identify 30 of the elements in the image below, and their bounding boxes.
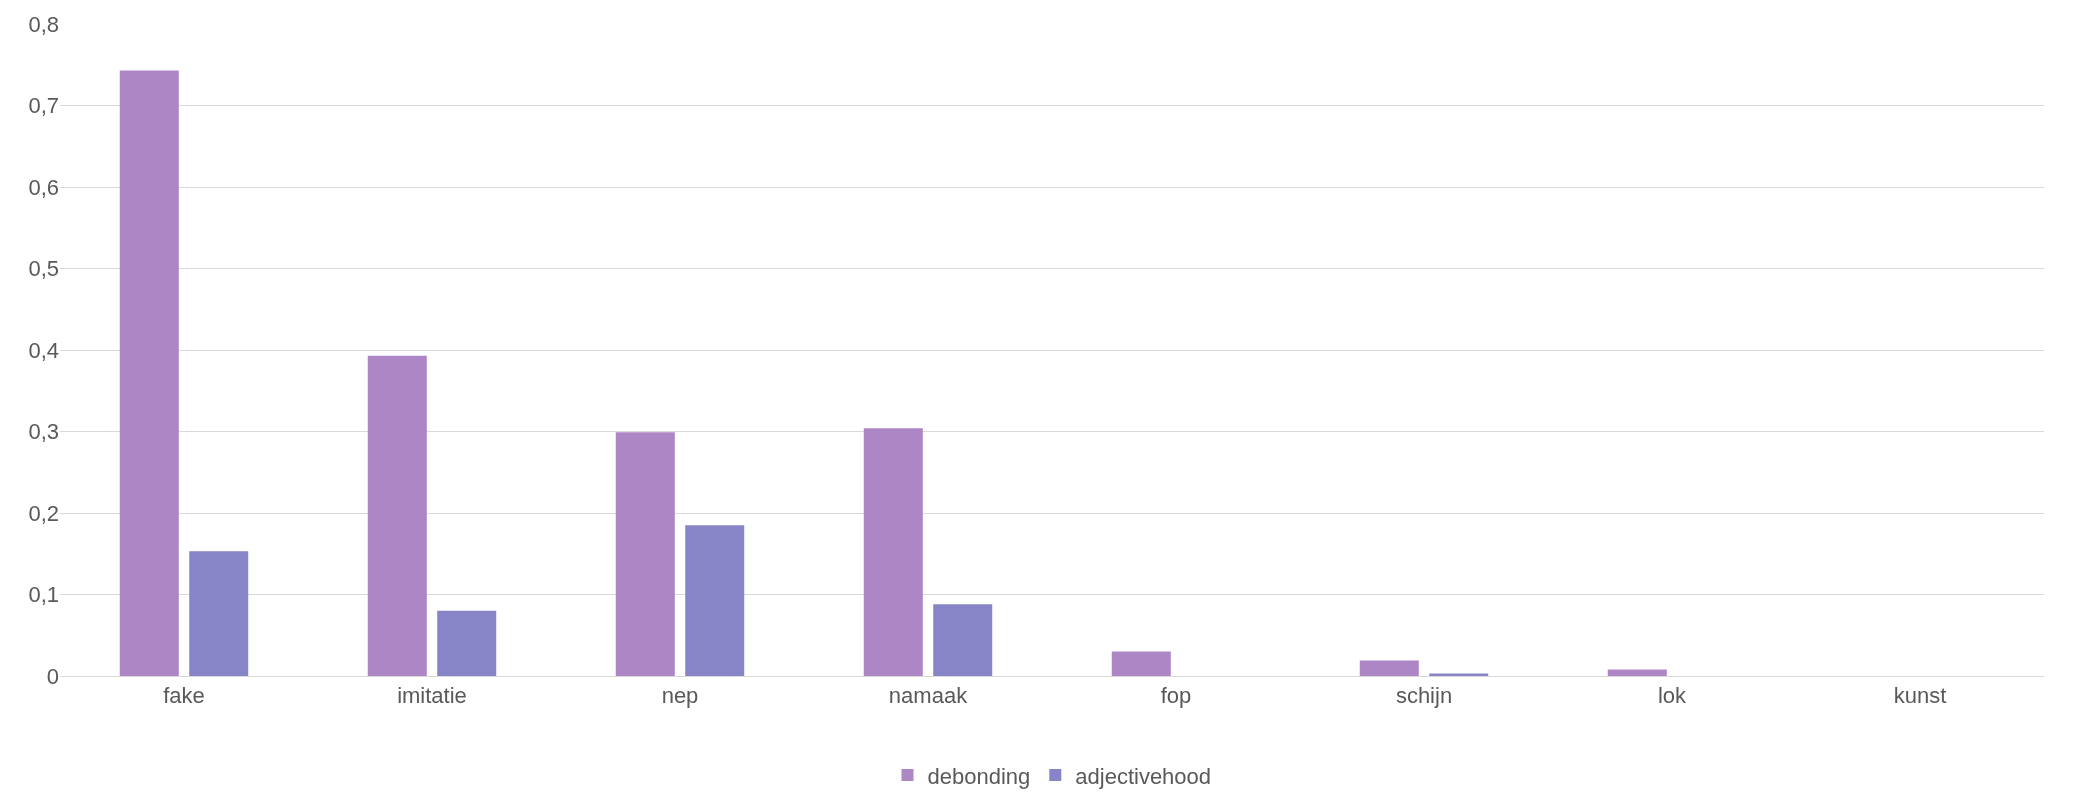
x-tick-label: lok xyxy=(1657,683,1688,709)
bar xyxy=(933,604,993,676)
bar xyxy=(189,551,249,676)
bar xyxy=(685,525,745,676)
bar xyxy=(367,355,427,676)
y-tick-label: 0,3 xyxy=(28,419,59,445)
y-tick-label: 0,5 xyxy=(28,256,59,282)
bar xyxy=(863,428,923,676)
x-tick-label: schijn xyxy=(1395,683,1453,709)
y-tick-label: 0,6 xyxy=(28,174,59,200)
y-tick-label: 0 xyxy=(46,663,59,689)
x-tick-label: kunst xyxy=(1893,683,1947,709)
legend-label: adjectivehood xyxy=(1075,763,1212,789)
x-tick-label: namaak xyxy=(888,683,969,709)
y-tick-label: 0,1 xyxy=(28,582,59,608)
bar xyxy=(1359,660,1419,676)
x-tick-label: nep xyxy=(661,683,699,709)
y-tick-label: 0,7 xyxy=(28,93,59,119)
y-tick-label: 0,8 xyxy=(28,11,59,37)
bar xyxy=(437,610,497,676)
legend-label: debonding xyxy=(927,763,1031,789)
bar xyxy=(1111,651,1171,676)
y-tick-label: 0,2 xyxy=(28,500,59,526)
bar xyxy=(615,432,675,676)
x-tick-label: fop xyxy=(1160,683,1192,709)
x-tick-label: imitatie xyxy=(397,683,467,709)
y-tick-label: 0,4 xyxy=(28,337,59,363)
x-tick-label: fake xyxy=(163,683,205,709)
bar xyxy=(1607,669,1667,676)
bar xyxy=(119,70,179,676)
